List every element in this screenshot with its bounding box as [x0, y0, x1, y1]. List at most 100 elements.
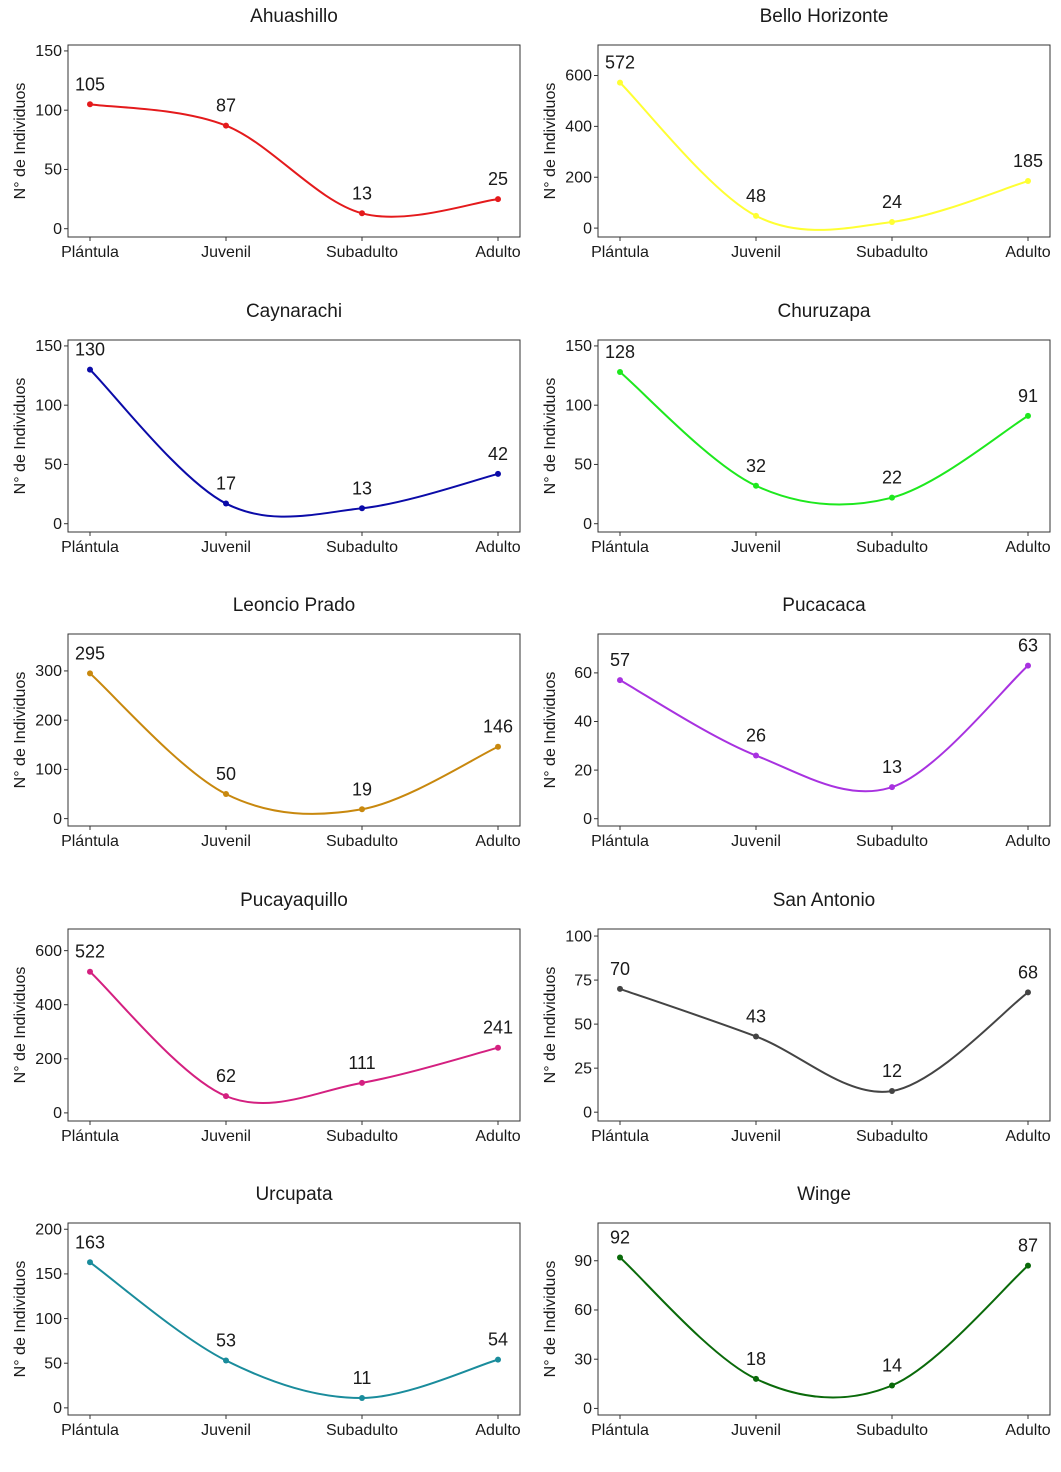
chart-svg: 0 200 400 600 Plántula Juvenil Subadulto Adulto…	[542, 44, 1051, 261]
y-tick-label: 0	[53, 811, 62, 828]
chart-svg: 0 50 100 150 Plántula Juvenil Subadulto Adulto N…	[542, 338, 1051, 556]
data-label: 92	[610, 1227, 630, 1247]
x-tick-label: Plántula	[591, 833, 649, 850]
data-label: 130	[75, 340, 105, 360]
x-tick-label: Adulto	[475, 244, 520, 261]
y-tick-label: 100	[565, 397, 592, 414]
data-label: 163	[75, 1232, 105, 1252]
y-tick-label: 100	[35, 397, 62, 414]
data-point	[495, 470, 501, 477]
data-label: 14	[882, 1355, 902, 1375]
data-label: 146	[483, 717, 513, 737]
data-label: 572	[605, 53, 635, 73]
y-axis-label: N° de Individuos	[12, 378, 29, 495]
x-tick-label: Adulto	[475, 833, 520, 850]
y-axis-label: N° de Individuos	[12, 967, 29, 1084]
chart-panel: Bello Horizonte 0 200 400 600 Plántula Juvenil…	[530, 0, 1060, 294]
data-point	[223, 122, 229, 129]
data-label: 241	[483, 1018, 513, 1038]
y-tick-label: 0	[583, 220, 592, 237]
x-tick-label: Juvenil	[731, 833, 781, 850]
data-point	[359, 806, 365, 813]
data-point	[87, 366, 93, 373]
data-label: 13	[882, 757, 902, 777]
chart-panel: Leoncio Prado 0 100 200 300 Plántula Juvenil Su…	[0, 589, 530, 883]
x-tick-label: Plántula	[61, 1422, 119, 1439]
series-line	[619, 664, 1029, 793]
y-tick-label: 0	[53, 221, 62, 238]
chart-panel: Pucacaca 0 20 40 60 Plántula Juvenil Subadulto A…	[530, 589, 1060, 883]
y-tick-label: 90	[574, 1253, 592, 1270]
y-axis-label: N° de Individuos	[542, 672, 559, 789]
data-point	[617, 1254, 623, 1261]
plot-frame	[597, 633, 1051, 827]
x-tick-label: Juvenil	[201, 244, 251, 261]
chart-svg: 0 20 40 60 Plántula Juvenil Subadulto Adulto N° …	[542, 633, 1051, 850]
data-label: 111	[348, 1053, 375, 1073]
chart-svg: 0 25 50 75 100 Plántula Juvenil Subadulto Adulto…	[542, 928, 1051, 1145]
data-label: 13	[352, 183, 372, 203]
data-point	[223, 791, 229, 797]
data-point	[1025, 178, 1031, 185]
data-point	[753, 1375, 759, 1382]
data-label: 18	[746, 1349, 766, 1369]
data-label: 11	[353, 1368, 372, 1388]
data-label: 12	[882, 1061, 902, 1081]
x-tick-label: Subadulto	[326, 1128, 398, 1145]
data-label: 522	[75, 942, 105, 962]
x-tick-label: Subadulto	[856, 244, 928, 261]
y-axis-label: N° de Individuos	[542, 378, 559, 495]
series-line	[89, 970, 499, 1104]
data-point	[223, 500, 229, 507]
chart-title: Bello Horizonte	[759, 6, 889, 27]
x-tick-label: Adulto	[1005, 1422, 1050, 1439]
data-point	[889, 784, 895, 791]
chart-title: San Antonio	[772, 890, 876, 911]
data-point	[753, 1033, 759, 1040]
series-line	[89, 103, 499, 218]
y-tick-label: 300	[35, 663, 62, 680]
x-tick-label: Subadulto	[326, 1422, 398, 1439]
x-tick-label: Plántula	[61, 539, 119, 556]
x-tick-label: Plántula	[591, 539, 649, 556]
data-point	[87, 101, 93, 108]
y-tick-label: 60	[574, 1302, 592, 1319]
data-point	[359, 210, 365, 217]
y-tick-label: 400	[565, 119, 592, 136]
y-axis-label: N° de Individuos	[12, 672, 29, 789]
data-point	[223, 1093, 229, 1100]
x-tick-label: Plántula	[61, 244, 119, 261]
data-label: 87	[1018, 1236, 1038, 1256]
series-line	[89, 1261, 499, 1400]
data-point	[889, 1382, 895, 1389]
y-tick-label: 50	[574, 1016, 592, 1033]
plot-frame	[67, 1222, 521, 1416]
x-tick-label: Juvenil	[201, 833, 251, 850]
y-tick-label: 0	[583, 1401, 592, 1418]
plot-frame	[597, 928, 1051, 1122]
data-label: 68	[1018, 962, 1038, 982]
chart-panel: Churuzapa 0 50 100 150 Plántula Juvenil Subadul…	[530, 295, 1060, 589]
data-label: 25	[488, 169, 508, 189]
data-point	[753, 752, 759, 759]
data-point	[753, 482, 759, 489]
x-tick-label: Adulto	[475, 1422, 520, 1439]
data-point	[889, 218, 895, 225]
x-tick-label: Adulto	[475, 539, 520, 556]
data-point	[753, 212, 759, 219]
data-point	[495, 1044, 501, 1051]
chart-title: Pucacaca	[782, 595, 866, 616]
y-tick-label: 100	[35, 1311, 62, 1328]
x-tick-label: Plántula	[591, 1128, 649, 1145]
data-point	[617, 79, 623, 86]
data-point	[359, 1079, 365, 1086]
data-label: 17	[216, 474, 236, 494]
chart-panel: Urcupata 0 50 100 150 200 Plántula Juvenil Subad…	[0, 1178, 530, 1472]
x-tick-label: Subadulto	[326, 539, 398, 556]
y-tick-label: 0	[583, 516, 592, 533]
data-label: 295	[75, 643, 105, 663]
chart-svg: 0 50 100 150 Plántula Juvenil Subadulto Adulto N…	[12, 43, 521, 261]
data-label: 185	[1013, 151, 1043, 171]
y-tick-label: 0	[583, 811, 592, 828]
chart-title: Pucayaquillo	[240, 890, 348, 911]
